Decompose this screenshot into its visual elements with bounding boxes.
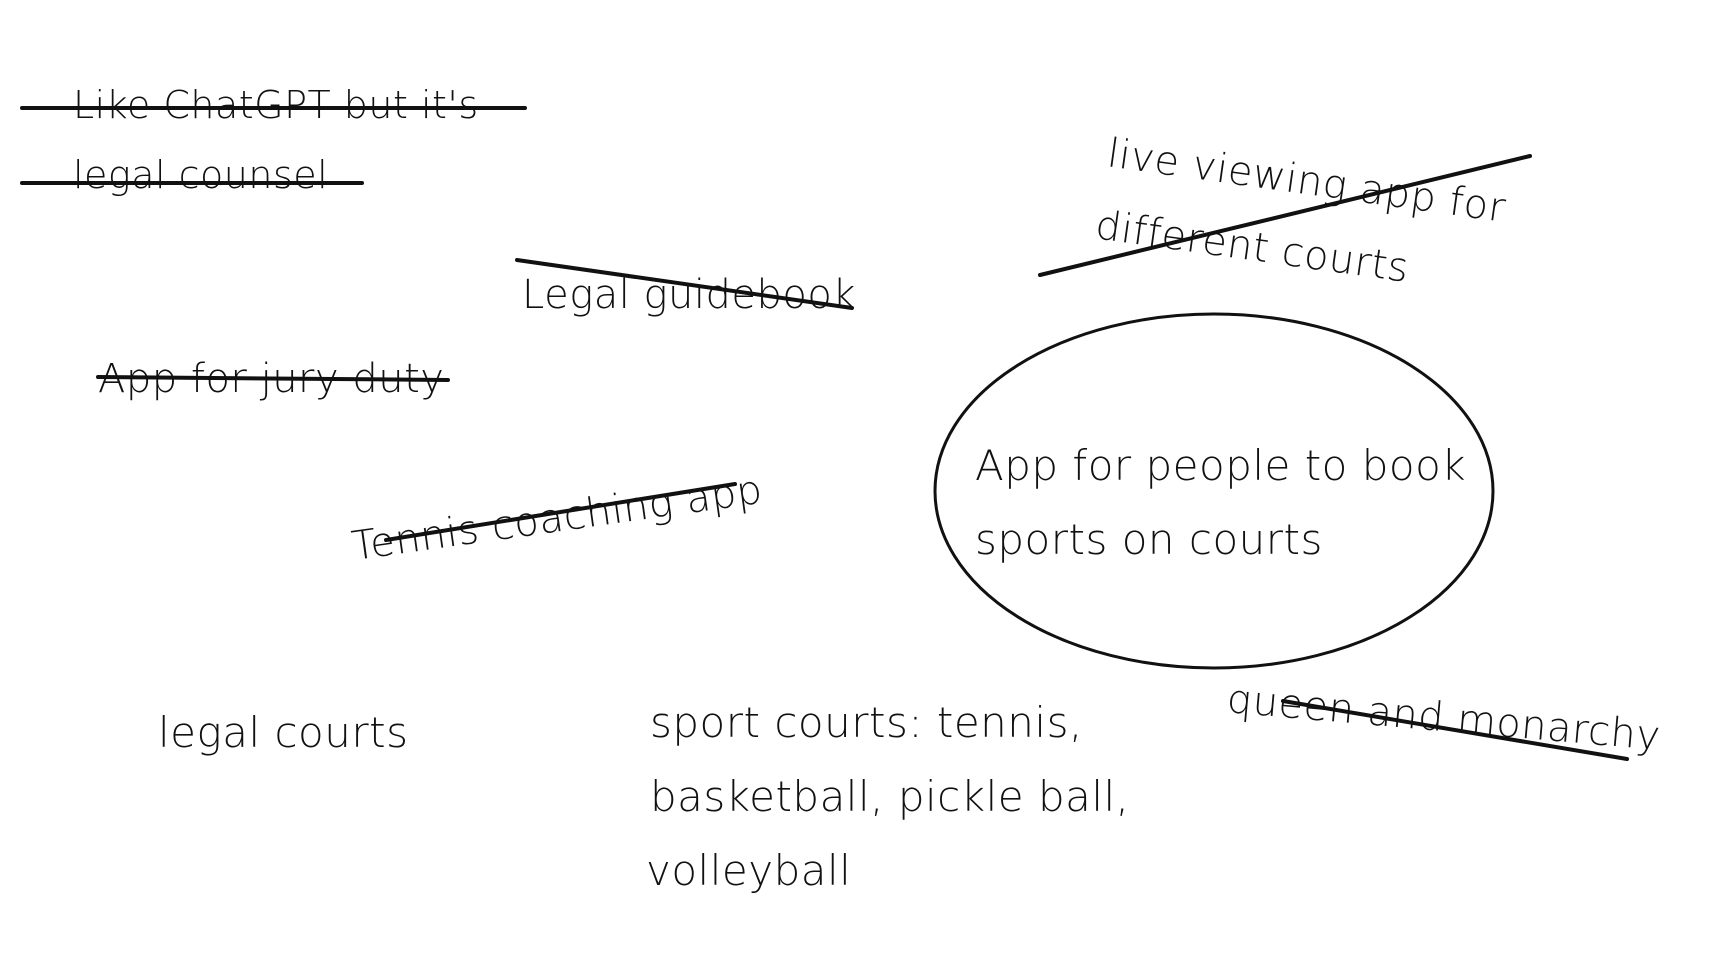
idea-jury-duty: App for jury duty bbox=[96, 356, 450, 402]
idea-text-line: legal counsel bbox=[73, 153, 328, 197]
note-text-line: sport courts: tennis, bbox=[650, 698, 1083, 747]
note-sport-courts: sport courts: tennis, basketball, pickle… bbox=[646, 698, 1130, 895]
strike-through-line bbox=[1281, 699, 1629, 761]
idea-text: Legal guidebook bbox=[522, 272, 856, 318]
idea-tennis-coaching: Tennis coaching app bbox=[349, 467, 765, 570]
note-text: legal courts bbox=[158, 708, 409, 757]
idea-legal-guidebook: Legal guidebook bbox=[515, 258, 856, 318]
note-text-line: volleyball bbox=[646, 846, 851, 895]
idea-text-line: different courts bbox=[1093, 202, 1412, 292]
circle-outline bbox=[933, 312, 1495, 670]
idea-text-line: Like ChatGPT but it's bbox=[73, 83, 479, 127]
idea-live-viewing: live viewing app for different courts bbox=[1038, 130, 1532, 292]
idea-chatgpt-legal-counsel: Like ChatGPT but it's legal counsel bbox=[20, 83, 527, 197]
main-idea-text-line: sports on courts bbox=[975, 515, 1323, 564]
strike-through-line bbox=[96, 375, 450, 382]
idea-text: Tennis coaching app bbox=[349, 467, 765, 570]
strike-through-line bbox=[1038, 154, 1532, 277]
strike-through-line bbox=[384, 482, 737, 542]
main-idea-text-line: App for people to book bbox=[975, 441, 1466, 490]
note-legal-courts: legal courts bbox=[158, 708, 409, 757]
idea-text: queen and monarchy bbox=[1225, 676, 1662, 760]
strike-through-line bbox=[515, 258, 854, 310]
note-text-line: basketball, pickle ball, bbox=[650, 772, 1130, 821]
idea-queen-monarchy: queen and monarchy bbox=[1225, 676, 1662, 761]
main-idea-circled: App for people to book sports on courts bbox=[933, 312, 1495, 670]
